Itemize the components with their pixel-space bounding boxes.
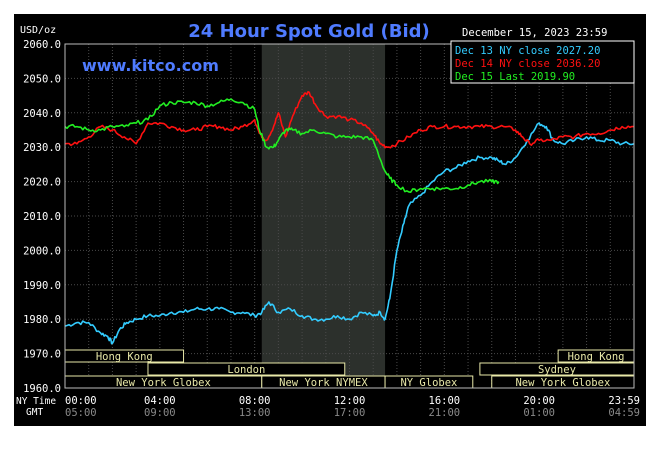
legend-box [450, 40, 635, 84]
y-tick-label: 1980.0 [23, 314, 61, 326]
session-label: Hong Kong [96, 351, 153, 363]
y-tick-label: 2020.0 [23, 177, 61, 189]
session-label: New York NYMEX [279, 377, 368, 389]
x-tick-label-ny: 04:00 [144, 395, 176, 407]
y-tick-label: 1990.0 [23, 280, 61, 292]
y-tick-label: 1970.0 [23, 349, 61, 361]
x-tick-label-ny: 20:00 [523, 395, 555, 407]
legend-item-dec15: Dec 15 Last 2019.90 [455, 71, 575, 83]
x-tick-label-ny: 12:00 [334, 395, 366, 407]
gmt-row-label: GMT [26, 407, 43, 418]
y-tick-label: 1960.0 [23, 383, 61, 395]
chart-title: 24 Hour Spot Gold (Bid) [188, 21, 429, 42]
session-label: Sydney [538, 364, 576, 376]
y-tick-label: 2060.0 [23, 39, 61, 51]
y-tick-label: 2050.0 [23, 73, 61, 85]
legend-item-dec13: Dec 13 NY close 2027.20 [455, 45, 600, 57]
plot-border [64, 43, 635, 389]
y-tick-label: 2000.0 [23, 245, 61, 257]
legend: Dec 13 NY close 2027.20 Dec 14 NY close … [450, 40, 635, 84]
session-label: London [227, 364, 265, 376]
series-line-dec-13 [64, 122, 635, 345]
x-tick-label-ny: 00:00 [65, 395, 97, 407]
session-label: NY Globex [400, 377, 457, 389]
y-tick-label: 2010.0 [23, 211, 61, 223]
x-tick-label-gmt: 05:00 [65, 407, 97, 419]
session-label: New York Globex [116, 377, 211, 389]
x-tick-label-gmt: 21:00 [429, 407, 461, 419]
x-tick-label-gmt: 13:00 [239, 407, 271, 419]
x-tick-label-gmt: 17:00 [334, 407, 366, 419]
x-tick-label-ny: 23:59 [608, 395, 640, 407]
session-label: New York Globex [515, 377, 610, 389]
y-tick-label: 2030.0 [23, 142, 61, 154]
series-line-dec-14 [64, 91, 635, 149]
y-unit-label: USD/oz [20, 25, 56, 36]
timestamp: December 15, 2023 23:59 [462, 27, 607, 39]
session-label: Hong Kong [568, 351, 625, 363]
x-tick-label-gmt: 09:00 [144, 407, 176, 419]
x-tick-label-ny: 08:00 [239, 395, 271, 407]
session-bar [147, 362, 346, 376]
x-tick-label-gmt: 04:59 [608, 407, 640, 419]
series-line-dec-15 [64, 98, 500, 193]
legend-item-dec14: Dec 14 NY close 2036.20 [455, 58, 600, 70]
y-tick-label: 2040.0 [23, 108, 61, 120]
chart-frame: Hong Kong Hong Kong London Sydney New York G… [14, 14, 646, 426]
ny-time-row-label: NY Time [16, 396, 56, 407]
website-label: www.kitco.com [82, 56, 219, 75]
x-tick-label-ny: 16:00 [429, 395, 461, 407]
x-tick-label-gmt: 01:00 [523, 407, 555, 419]
